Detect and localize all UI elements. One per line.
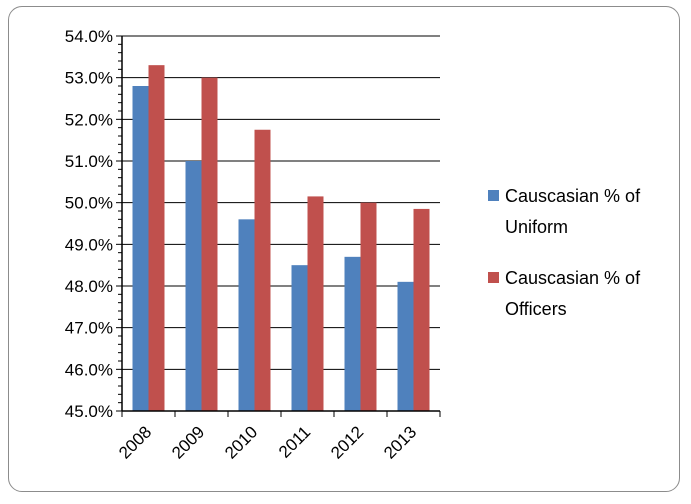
- y-tick-label: 47.0%: [65, 319, 113, 338]
- bar-officers: [413, 208, 430, 411]
- bar-officers: [360, 202, 377, 411]
- y-tick-label: 48.0%: [65, 277, 113, 296]
- y-tick-label: 46.0%: [65, 360, 113, 379]
- bar-officers: [307, 196, 324, 411]
- legend-swatch-officers: [488, 272, 499, 283]
- bar-uniform: [344, 256, 361, 411]
- y-tick-label: 45.0%: [65, 402, 113, 421]
- bar-officers: [254, 129, 271, 411]
- y-tick-label: 50.0%: [65, 194, 113, 213]
- bar-uniform: [397, 281, 414, 411]
- legend-label: Causcasian % of: [505, 186, 641, 206]
- bar-uniform: [132, 86, 149, 411]
- y-tick-label: 51.0%: [65, 152, 113, 171]
- y-tick-label: 54.0%: [65, 27, 113, 46]
- bar-officers: [201, 77, 218, 412]
- x-tick-label: 2011: [275, 422, 314, 461]
- bar-uniform: [238, 219, 255, 411]
- legend-label: Causcasian % of: [505, 268, 641, 288]
- bar-officers: [148, 65, 165, 412]
- y-tick-label: 49.0%: [65, 235, 113, 254]
- legend-swatch-uniform: [488, 190, 499, 201]
- y-tick-label: 52.0%: [65, 110, 113, 129]
- x-tick-label: 2009: [168, 422, 208, 462]
- legend-label: Officers: [505, 299, 567, 319]
- bar-uniform: [291, 265, 308, 411]
- bar-uniform: [185, 161, 202, 411]
- x-tick-label: 2008: [115, 422, 155, 462]
- x-tick-label: 2013: [380, 422, 420, 462]
- y-tick-label: 53.0%: [65, 69, 113, 88]
- x-tick-label: 2010: [221, 422, 261, 462]
- legend-label: Uniform: [505, 217, 568, 237]
- x-tick-label: 2012: [327, 422, 367, 462]
